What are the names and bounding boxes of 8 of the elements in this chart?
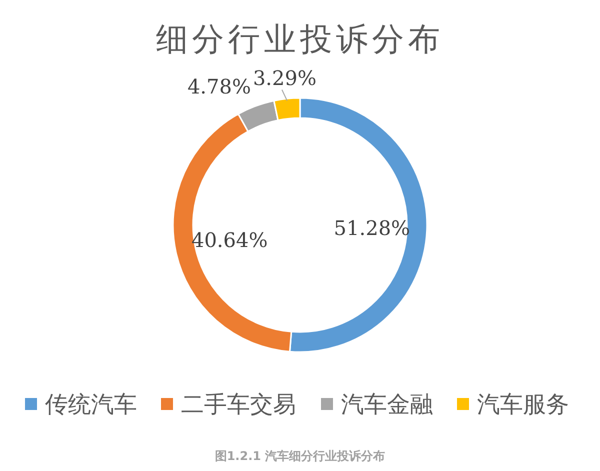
data-label: 4.78% [187, 74, 251, 98]
legend-label: 汽车服务 [477, 392, 569, 418]
legend-label: 传统汽车 [45, 392, 137, 418]
data-label: 3.29% [252, 66, 316, 90]
caption: 图1.2.1 汽车细分行业投诉分布 [214, 449, 386, 463]
chart-title: 细分行业投诉分布 [156, 20, 444, 58]
legend-label: 汽车金融 [341, 392, 433, 418]
legend-label: 二手车交易 [181, 392, 296, 418]
